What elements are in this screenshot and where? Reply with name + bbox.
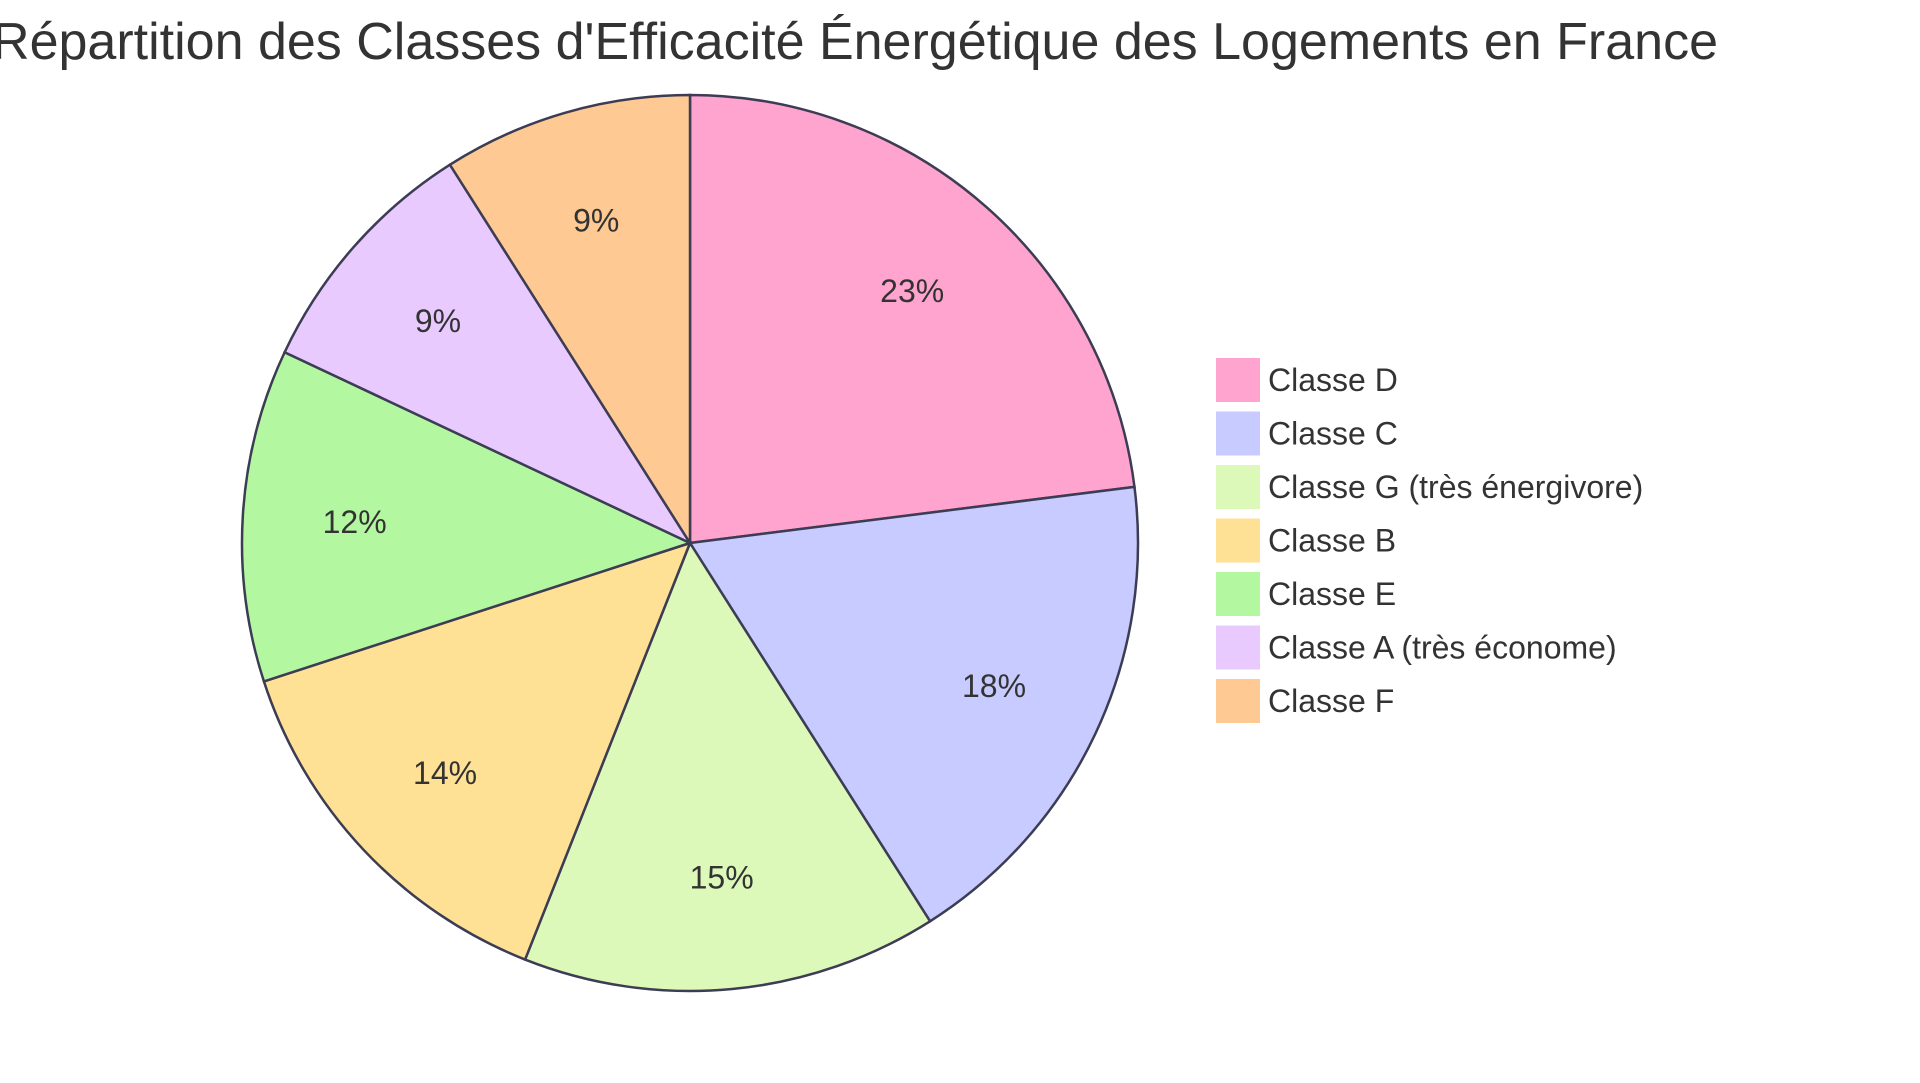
legend-label-2: Classe C [1268,416,1398,452]
pie-slice-6 [282,163,694,546]
pie-slice-2 [687,485,1140,923]
pie-slice-label-5: 12% [323,504,387,540]
pie-slice-5 [240,350,694,684]
legend-label-1: Classe D [1268,362,1398,398]
pie-slice-3 [523,540,932,993]
pie-slice-1 [688,93,1136,545]
legend-swatch-4 [1216,518,1260,563]
pie-slice-7 [448,93,692,548]
pie-slices [240,93,1140,993]
chart-title: Répartition des Classes d'Efficacité Éne… [0,13,1718,71]
legend-swatch-6 [1216,625,1260,670]
legend-swatch-7 [1216,679,1260,723]
legend-label-6: Classe A (très économe) [1268,630,1617,666]
legend-swatch-5 [1216,572,1260,616]
legend-swatch-1 [1216,358,1260,402]
pie-slice-label-2: 18% [962,668,1026,704]
legend-label-7: Classe F [1268,683,1394,719]
legend: Classe D Classe C Classe G (très énergivor… [1216,358,1643,723]
pie-slice-label-6: 9% [415,303,461,339]
legend-label-3: Classe G (très énergivore) [1268,469,1643,505]
legend-label-4: Classe B [1268,523,1396,559]
legend-swatch-3 [1216,465,1260,509]
pie-slice-label-3: 15% [690,860,754,896]
pie-slice-label-4: 14% [413,755,477,791]
legend-swatch-2 [1216,411,1260,456]
pie-slice-label-1: 23% [880,273,944,309]
pie-slice-labels: 23% 18% 15% 14% 12% 9% 9% [323,202,1026,895]
pie-slice-label-7: 9% [573,202,619,238]
legend-label-5: Classe E [1268,576,1396,612]
